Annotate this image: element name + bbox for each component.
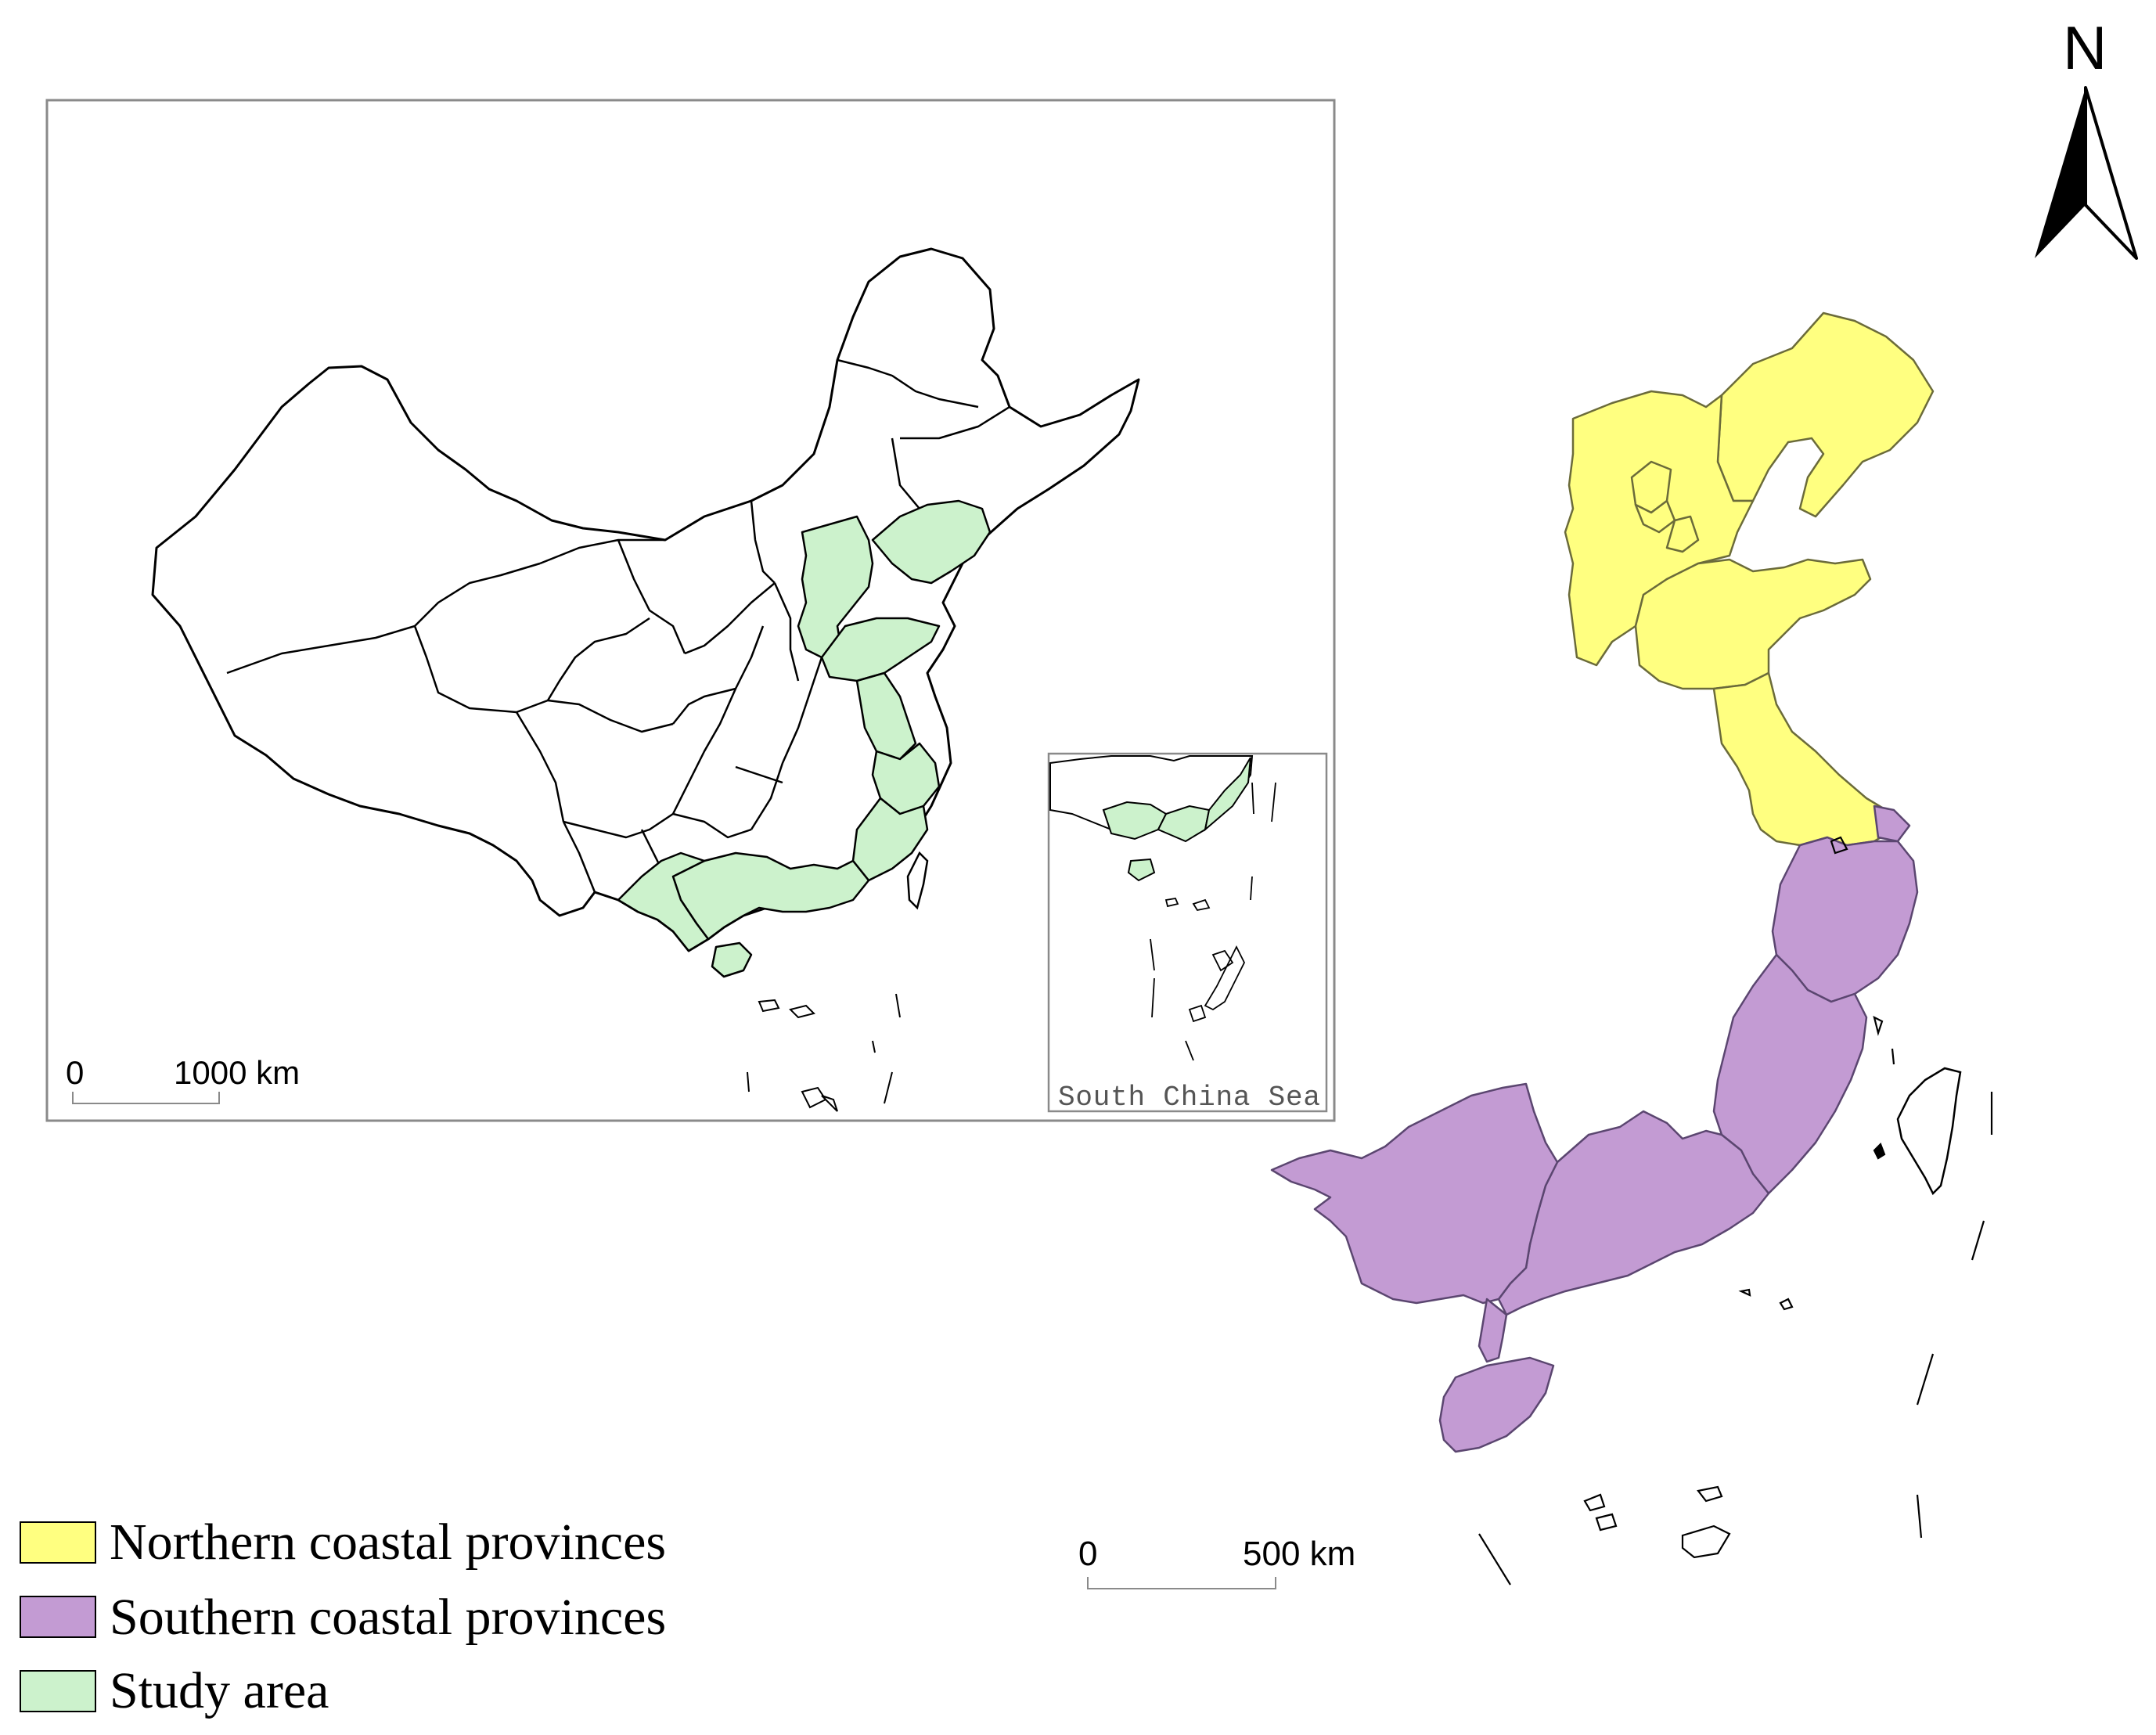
- taiwan: [1896, 1067, 1962, 1196]
- province-shanghai: [1873, 805, 1911, 843]
- main-scale-bar: 0 500 km: [1078, 1535, 1355, 1589]
- main-map-islands: [1478, 836, 1993, 1586]
- overview-study-area: [617, 499, 992, 978]
- legend-swatch-study: [20, 1670, 96, 1712]
- province-hainan: [1438, 1356, 1555, 1453]
- legend-item-northern: Northern coastal provinces: [20, 1514, 666, 1571]
- legend-label-study: Study area: [110, 1662, 329, 1719]
- legend-swatch-northern: [20, 1521, 96, 1564]
- south-china-sea-inset: South China Sea: [1047, 752, 1328, 1114]
- province-guangxi: [1270, 1082, 1559, 1305]
- legend: Northern coastal provinces Southern coas…: [20, 1514, 666, 1719]
- province-jiangsu: [1712, 671, 1895, 847]
- inset-label: South China Sea: [1058, 1082, 1320, 1114]
- province-fujian: [1712, 953, 1868, 1195]
- north-label: N: [2063, 13, 2107, 82]
- legend-swatch-southern: [20, 1596, 96, 1638]
- north-arrow: N: [2035, 13, 2138, 260]
- northern-coastal-provinces: [1564, 311, 1935, 847]
- province-shandong: [1634, 558, 1872, 690]
- overview-islands: [747, 993, 901, 1112]
- overview-taiwan: [906, 851, 929, 910]
- inset-islands: [1150, 782, 1276, 1061]
- overview-scale-bar: 0 1000 km: [66, 1054, 300, 1104]
- inset-study-area: [1102, 757, 1251, 882]
- overview-map: 0 1000 km: [45, 99, 1336, 1122]
- overview-scale-zero: 0: [66, 1054, 84, 1091]
- north-arrow-icon: [2035, 86, 2138, 260]
- main-scale-zero: 0: [1078, 1535, 1097, 1573]
- leizhou-peninsula: [1478, 1298, 1508, 1363]
- overview-scale-max: 1000 km: [174, 1054, 300, 1091]
- province-liaoning: [1716, 311, 1935, 518]
- legend-item-southern: Southern coastal provinces: [20, 1589, 666, 1646]
- province-tianjin: [1665, 515, 1700, 553]
- main-scale-max: 500 km: [1243, 1535, 1355, 1573]
- legend-item-study: Study area: [20, 1662, 329, 1719]
- legend-label-southern: Southern coastal provinces: [110, 1589, 666, 1646]
- legend-label-northern: Northern coastal provinces: [110, 1514, 666, 1571]
- main-map: N: [1078, 13, 2138, 1589]
- southern-coastal-provinces: [1270, 805, 1919, 1453]
- province-zhejiang: [1771, 836, 1919, 1003]
